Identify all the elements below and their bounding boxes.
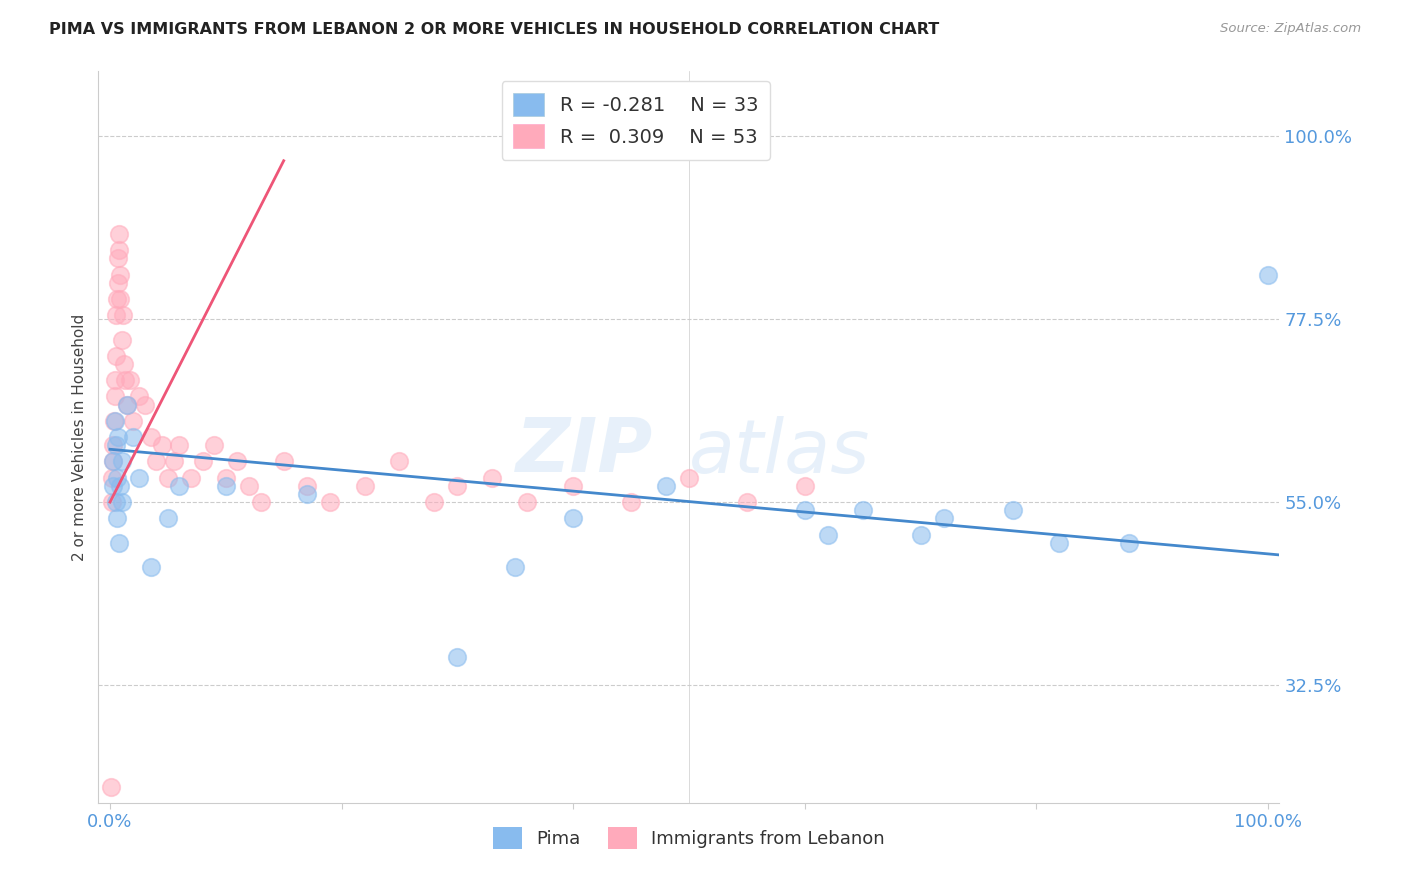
Point: [353, 479, 375, 493]
Point: [562, 511, 585, 525]
Point: [1118, 535, 1140, 549]
Point: [103, 454, 125, 468]
Point: [105, 511, 128, 525]
Point: [108, 268, 131, 282]
Point: [110, 454, 132, 468]
Point: [104, 349, 127, 363]
Point: [145, 454, 167, 468]
Point: [620, 495, 643, 509]
Point: [117, 398, 139, 412]
Point: [150, 438, 173, 452]
Point: [503, 560, 526, 574]
Point: [852, 503, 875, 517]
Point: [562, 479, 585, 493]
Point: [110, 495, 132, 509]
Point: [215, 471, 238, 485]
Point: [122, 430, 145, 444]
Point: [793, 479, 815, 493]
Point: [128, 389, 150, 403]
Y-axis label: 2 or more Vehicles in Household: 2 or more Vehicles in Household: [72, 313, 87, 561]
Point: [169, 479, 191, 493]
Point: [793, 503, 815, 517]
Point: [103, 454, 125, 468]
Point: [139, 560, 162, 574]
Text: atlas: atlas: [689, 416, 870, 488]
Point: [516, 495, 538, 509]
Point: [103, 479, 125, 493]
Point: [295, 479, 318, 493]
Point: [104, 373, 127, 387]
Point: [110, 292, 132, 306]
Point: [910, 527, 932, 541]
Point: [139, 430, 162, 444]
Point: [128, 471, 150, 485]
Legend: Pima, Immigrants from Lebanon: Pima, Immigrants from Lebanon: [486, 820, 891, 856]
Point: [238, 479, 260, 493]
Point: [388, 454, 411, 468]
Point: [110, 333, 132, 347]
Point: [107, 227, 129, 241]
Point: [117, 398, 139, 412]
Point: [108, 535, 131, 549]
Point: [112, 357, 135, 371]
Text: ZIP: ZIP: [516, 415, 654, 488]
Point: [678, 471, 700, 485]
Point: [103, 414, 125, 428]
Point: [481, 471, 503, 485]
Point: [156, 511, 179, 525]
Point: [111, 308, 134, 322]
Point: [105, 292, 128, 306]
Point: [104, 389, 127, 403]
Point: [134, 398, 156, 412]
Point: [180, 471, 202, 485]
Point: [191, 454, 214, 468]
Point: [104, 438, 127, 452]
Point: [104, 414, 127, 428]
Point: [1257, 268, 1279, 282]
Text: Source: ZipAtlas.com: Source: ZipAtlas.com: [1220, 22, 1361, 36]
Point: [169, 438, 191, 452]
Point: [817, 527, 839, 541]
Point: [295, 487, 318, 501]
Point: [226, 454, 249, 468]
Point: [735, 495, 758, 509]
Point: [319, 495, 342, 509]
Point: [105, 308, 128, 322]
Point: [101, 495, 124, 509]
Point: [655, 479, 678, 493]
Point: [118, 373, 141, 387]
Point: [932, 511, 955, 525]
Point: [101, 438, 124, 452]
Point: [107, 276, 129, 290]
Point: [446, 649, 468, 664]
Point: [163, 454, 186, 468]
Point: [122, 414, 145, 428]
Point: [156, 471, 179, 485]
Point: [104, 495, 127, 509]
Point: [215, 479, 238, 493]
Point: [114, 373, 136, 387]
Point: [423, 495, 446, 509]
Text: PIMA VS IMMIGRANTS FROM LEBANON 2 OR MORE VEHICLES IN HOUSEHOLD CORRELATION CHAR: PIMA VS IMMIGRANTS FROM LEBANON 2 OR MOR…: [49, 22, 939, 37]
Point: [1049, 535, 1071, 549]
Point: [100, 471, 122, 485]
Point: [105, 471, 128, 485]
Point: [100, 780, 122, 794]
Point: [107, 252, 129, 266]
Point: [108, 243, 131, 257]
Point: [273, 454, 295, 468]
Point: [202, 438, 225, 452]
Point: [107, 430, 129, 444]
Point: [249, 495, 271, 509]
Point: [446, 479, 468, 493]
Point: [110, 479, 132, 493]
Point: [1002, 503, 1025, 517]
